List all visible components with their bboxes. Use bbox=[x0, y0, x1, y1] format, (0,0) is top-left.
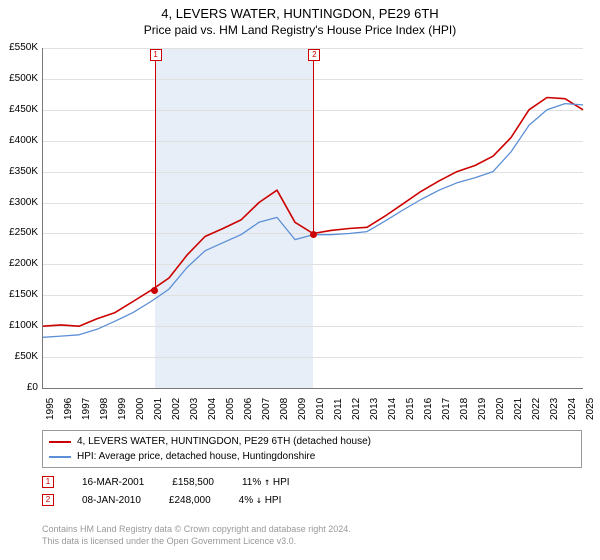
x-tick-label: 2023 bbox=[549, 398, 560, 420]
x-tick-label: 1997 bbox=[81, 398, 92, 420]
tx-price-1: £158,500 bbox=[172, 477, 214, 488]
x-tick-label: 2021 bbox=[513, 398, 524, 420]
y-tick-label: £100K bbox=[2, 320, 38, 331]
footer-line2: This data is licensed under the Open Gov… bbox=[42, 535, 582, 547]
tx-date-1: 16-MAR-2001 bbox=[82, 477, 144, 488]
x-tick-label: 1999 bbox=[117, 398, 128, 420]
x-tick-label: 2001 bbox=[153, 398, 164, 420]
y-tick-label: £50K bbox=[2, 351, 38, 362]
x-tick-label: 2008 bbox=[279, 398, 290, 420]
tx-price-2: £248,000 bbox=[169, 495, 211, 506]
legend-row-hpi: HPI: Average price, detached house, Hunt… bbox=[49, 449, 575, 464]
chart-container: 4, LEVERS WATER, HUNTINGDON, PE29 6TH Pr… bbox=[0, 0, 600, 560]
chart-area: 12 bbox=[42, 48, 583, 389]
x-tick-label: 2020 bbox=[495, 398, 506, 420]
y-tick-label: £250K bbox=[2, 227, 38, 238]
y-tick-label: £500K bbox=[2, 73, 38, 84]
x-tick-label: 2000 bbox=[135, 398, 146, 420]
title-line2: Price paid vs. HM Land Registry's House … bbox=[0, 23, 600, 37]
x-tick-label: 2014 bbox=[387, 398, 398, 420]
tx-delta-1: 11% ↑ HPI bbox=[242, 477, 290, 488]
y-tick-label: £200K bbox=[2, 258, 38, 269]
x-tick-label: 2007 bbox=[261, 398, 272, 420]
chart-marker-2: 2 bbox=[308, 49, 320, 61]
tx-date-2: 08-JAN-2010 bbox=[82, 495, 141, 506]
x-tick-label: 2009 bbox=[297, 398, 308, 420]
legend-row-subject: 4, LEVERS WATER, HUNTINGDON, PE29 6TH (d… bbox=[49, 434, 575, 449]
y-tick-label: £300K bbox=[2, 197, 38, 208]
title-line1: 4, LEVERS WATER, HUNTINGDON, PE29 6TH bbox=[0, 6, 600, 21]
x-tick-label: 2003 bbox=[189, 398, 200, 420]
x-tick-label: 2005 bbox=[225, 398, 236, 420]
x-tick-label: 2016 bbox=[423, 398, 434, 420]
x-tick-label: 2025 bbox=[585, 398, 596, 420]
tx-marker-1: 1 bbox=[42, 476, 54, 488]
x-tick-label: 1998 bbox=[99, 398, 110, 420]
legend-swatch-hpi bbox=[49, 456, 71, 458]
x-tick-label: 1996 bbox=[63, 398, 74, 420]
x-tick-label: 2010 bbox=[315, 398, 326, 420]
x-tick-label: 1995 bbox=[45, 398, 56, 420]
x-tick-label: 2002 bbox=[171, 398, 182, 420]
legend: 4, LEVERS WATER, HUNTINGDON, PE29 6TH (d… bbox=[42, 430, 582, 468]
y-tick-label: £0 bbox=[2, 382, 38, 393]
x-tick-label: 2012 bbox=[351, 398, 362, 420]
y-tick-label: £450K bbox=[2, 104, 38, 115]
transaction-row-2: 2 08-JAN-2010 £248,000 4% ↓ HPI bbox=[42, 494, 582, 506]
x-tick-label: 2019 bbox=[477, 398, 488, 420]
x-tick-label: 2004 bbox=[207, 398, 218, 420]
x-tick-label: 2011 bbox=[333, 398, 344, 420]
chart-marker-1: 1 bbox=[150, 49, 162, 61]
legend-swatch-subject bbox=[49, 441, 71, 443]
legend-label-subject: 4, LEVERS WATER, HUNTINGDON, PE29 6TH (d… bbox=[77, 434, 371, 449]
x-tick-label: 2024 bbox=[567, 398, 578, 420]
tx-marker-2: 2 bbox=[42, 494, 54, 506]
transactions-block: 1 16-MAR-2001 £158,500 11% ↑ HPI 2 08-JA… bbox=[42, 470, 582, 506]
footer: Contains HM Land Registry data © Crown c… bbox=[42, 523, 582, 547]
footer-line1: Contains HM Land Registry data © Crown c… bbox=[42, 523, 582, 535]
x-tick-label: 2015 bbox=[405, 398, 416, 420]
x-tick-label: 2018 bbox=[459, 398, 470, 420]
x-tick-label: 2013 bbox=[369, 398, 380, 420]
title-block: 4, LEVERS WATER, HUNTINGDON, PE29 6TH Pr… bbox=[0, 0, 600, 37]
y-tick-label: £350K bbox=[2, 166, 38, 177]
y-tick-label: £150K bbox=[2, 289, 38, 300]
legend-label-hpi: HPI: Average price, detached house, Hunt… bbox=[77, 449, 315, 464]
x-tick-label: 2022 bbox=[531, 398, 542, 420]
y-tick-label: £400K bbox=[2, 135, 38, 146]
y-tick-label: £550K bbox=[2, 42, 38, 53]
transaction-row-1: 1 16-MAR-2001 £158,500 11% ↑ HPI bbox=[42, 476, 582, 488]
x-tick-label: 2006 bbox=[243, 398, 254, 420]
x-tick-label: 2017 bbox=[441, 398, 452, 420]
tx-delta-2: 4% ↓ HPI bbox=[239, 495, 282, 506]
